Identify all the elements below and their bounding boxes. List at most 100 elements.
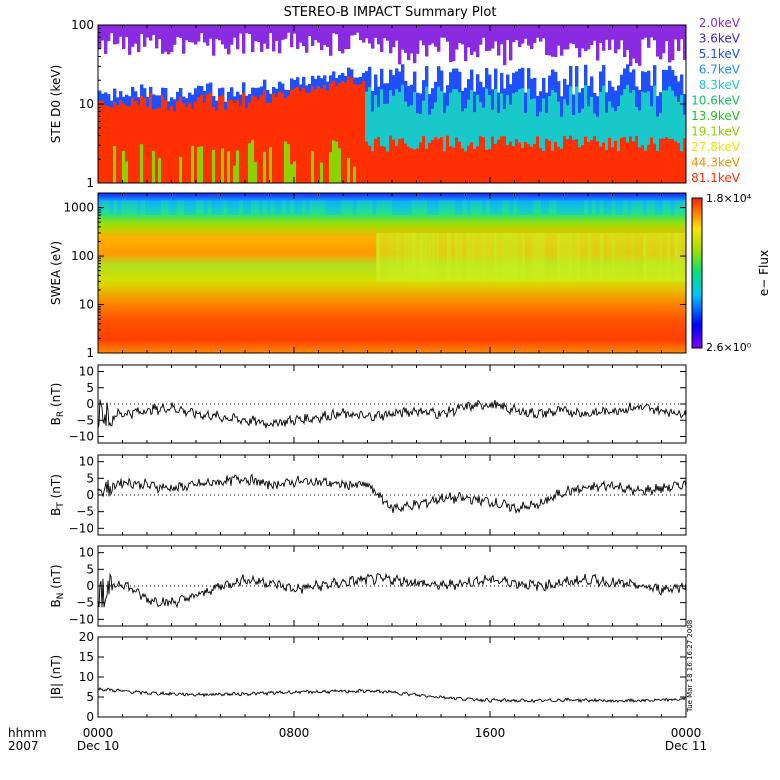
ste-channel-81keV-bar xyxy=(284,98,288,183)
ste-channel-81keV-bar xyxy=(644,150,648,183)
br-series-line xyxy=(97,399,687,429)
ste-channel-8keV-bar xyxy=(383,103,387,183)
swea-column xyxy=(490,200,494,216)
swea-column xyxy=(341,200,345,216)
bt-ytick-label: 5 xyxy=(86,471,94,485)
ste-channel-2keV-bar xyxy=(137,25,141,53)
swea-column xyxy=(427,232,432,282)
ste-channel-8keV-bar xyxy=(656,116,660,183)
ste-channel-2keV-bar xyxy=(242,25,246,54)
swea-column xyxy=(239,200,244,216)
ste-channel-2keV-bar xyxy=(341,25,345,54)
ste-channel-2keV-bar xyxy=(416,25,420,54)
ste-channel-2keV-bar xyxy=(194,25,198,45)
swea-column xyxy=(646,200,651,216)
br-ytick-label: 10 xyxy=(79,365,94,379)
swea-column xyxy=(235,200,240,216)
swea-column xyxy=(435,232,440,282)
swea-column xyxy=(450,232,455,282)
swea-column xyxy=(395,232,400,282)
ste-channel-8keV-bar xyxy=(638,110,642,183)
ste-channel-2keV-bar xyxy=(491,25,495,49)
swea-column xyxy=(250,200,255,216)
ste-channel-81keV-bar xyxy=(380,145,384,183)
ste-channel-19keV-bar xyxy=(221,148,225,183)
swea-column xyxy=(392,200,396,216)
ste-channel-2keV-bar xyxy=(533,25,537,43)
ste-channel-2keV-bar xyxy=(407,25,411,61)
ste-channel-2keV-bar xyxy=(620,25,624,41)
ste-channel-81keV-bar xyxy=(512,145,516,183)
ste-channel-2keV-bar xyxy=(224,25,228,49)
ste-channel-19keV-bar xyxy=(197,146,201,183)
swea-column xyxy=(666,200,671,216)
swea-column xyxy=(407,200,412,216)
ste-channel-2keV-bar xyxy=(200,25,204,34)
colorbar-label: e− Flux xyxy=(757,250,771,296)
ste-channel-2keV-bar xyxy=(281,25,285,40)
ste-channel-81keV-bar xyxy=(272,93,276,183)
swea-column xyxy=(129,200,134,216)
ste-channel-81keV-bar xyxy=(452,147,456,183)
swea-column xyxy=(395,200,400,216)
ste-channel-2keV-bar xyxy=(161,25,165,54)
swea-column xyxy=(462,232,467,282)
ste-channel-2keV-bar xyxy=(449,25,453,63)
ste-channel-81keV-bar xyxy=(293,88,297,183)
ste-channel-81keV-bar xyxy=(623,136,627,183)
swea-column xyxy=(572,232,577,282)
swea-column xyxy=(364,200,369,216)
ste-channel-81keV-bar xyxy=(224,109,228,183)
ste-channel-81keV-bar xyxy=(248,102,252,183)
ste-channel-81keV-bar xyxy=(461,148,465,183)
ste-channel-2keV-bar xyxy=(452,25,456,62)
ste-channel-2keV-bar xyxy=(602,25,606,51)
ste-channel-8keV-bar xyxy=(467,99,471,183)
ste-channel-8keV-bar xyxy=(473,112,477,183)
swea-column xyxy=(109,200,114,216)
swea-column xyxy=(533,200,538,216)
ste-channel-2keV-bar xyxy=(530,25,534,50)
swea-column xyxy=(478,200,483,216)
ste-channel-2keV-bar xyxy=(218,25,222,41)
ste-channel-81keV-bar xyxy=(584,136,588,183)
swea-column xyxy=(470,200,475,216)
ste-channel-81keV-bar xyxy=(197,97,201,183)
ste-channel-2keV-bar xyxy=(512,25,516,43)
ste-channel-19keV-bar xyxy=(233,165,237,183)
ste-channel-81keV-bar xyxy=(233,102,237,183)
ste-channel-81keV-bar xyxy=(635,135,639,183)
ste-channel-81keV-bar xyxy=(242,93,246,183)
ste-channel-2keV-bar xyxy=(422,25,426,46)
ste-channel-2keV-bar xyxy=(563,25,567,50)
ste-channel-81keV-bar xyxy=(425,148,429,183)
swea-column xyxy=(423,232,428,282)
ste-channel-19keV-bar xyxy=(158,158,162,183)
ste-channel-2keV-bar xyxy=(446,25,450,42)
ste-channel-2keV-bar xyxy=(572,25,576,45)
swea-column xyxy=(544,200,549,216)
swea-column xyxy=(662,232,667,282)
swea-column xyxy=(152,200,157,216)
swea-column xyxy=(148,200,153,216)
ste-channel-81keV-bar xyxy=(590,140,594,183)
ste-channel-81keV-bar xyxy=(209,92,213,183)
ste-channel-2keV-bar xyxy=(578,25,582,58)
colorbar-max-label: 1.8×10⁴ xyxy=(706,192,752,205)
swea-column xyxy=(392,232,396,282)
swea-column xyxy=(556,200,561,216)
ste-channel-2keV-bar xyxy=(632,25,636,59)
swea-column xyxy=(560,232,565,282)
swea-column xyxy=(439,200,443,216)
ste-channel-81keV-bar xyxy=(683,138,687,183)
ste-channel-81keV-bar xyxy=(311,86,315,183)
ste-channel-2keV-bar xyxy=(500,25,504,45)
swea-column xyxy=(442,232,447,282)
ste-channel-81keV-bar xyxy=(542,151,546,183)
ste-channel-81keV-bar xyxy=(569,135,573,183)
ste-channel-81keV-bar xyxy=(545,138,549,183)
swea-column xyxy=(117,200,122,216)
ste-channel-8keV-bar xyxy=(413,92,417,183)
bmag-ytick-label: 0 xyxy=(86,710,94,724)
